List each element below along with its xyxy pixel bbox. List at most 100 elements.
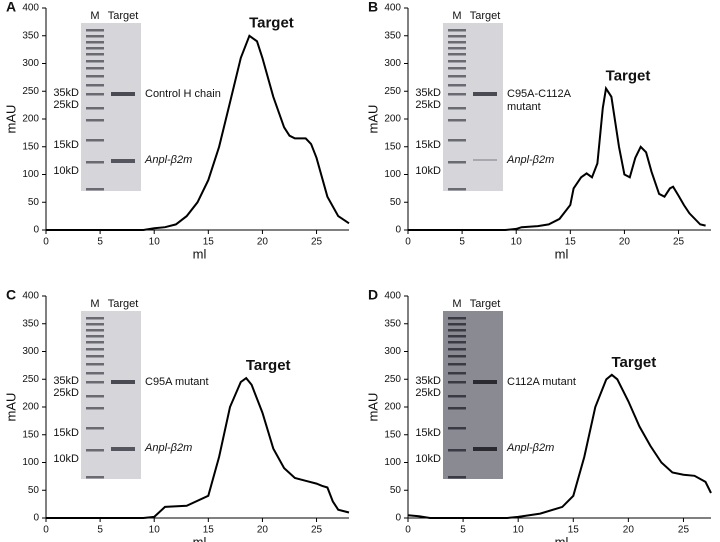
y-tick-label: 200 xyxy=(384,114,401,125)
ladder-band xyxy=(448,372,466,375)
marker-label: 35kD xyxy=(415,87,441,99)
y-tick-label: 250 xyxy=(384,374,401,385)
x-tick-label: 0 xyxy=(405,525,411,536)
peak-annotation: Target xyxy=(246,357,291,374)
panel-label: B xyxy=(368,0,378,15)
y-tick-label: 200 xyxy=(22,114,39,125)
ladder-band xyxy=(448,67,466,70)
ladder-band xyxy=(448,29,466,32)
y-tick-label: 200 xyxy=(22,402,39,413)
ladder-band xyxy=(86,355,104,358)
ladder-band xyxy=(448,381,466,384)
lane-label: Target xyxy=(108,10,139,22)
ladder-band xyxy=(448,348,466,351)
marker-label: 25kD xyxy=(53,387,79,399)
ladder-band xyxy=(86,60,104,63)
y-tick-label: 0 xyxy=(33,513,39,524)
ladder-band xyxy=(86,449,104,452)
marker-label: 10kD xyxy=(415,453,441,465)
y-tick-label: 400 xyxy=(384,291,401,302)
y-tick-label: 100 xyxy=(22,169,39,180)
marker-label: 15kD xyxy=(415,427,441,439)
chromatogram-line xyxy=(408,85,706,231)
x-tick-label: 25 xyxy=(311,525,323,536)
ladder-band xyxy=(86,35,104,38)
y-axis-label: mAU xyxy=(365,105,380,134)
x-tick-label: 25 xyxy=(678,525,690,536)
ladder-band xyxy=(448,476,466,479)
ladder-band xyxy=(86,341,104,344)
chromatogram-line xyxy=(46,34,350,231)
x-tick-label: 15 xyxy=(565,237,577,248)
x-axis-label: ml xyxy=(193,534,207,542)
peak-annotation: Target xyxy=(249,15,294,32)
band-label: Anpl-β2m xyxy=(506,442,554,454)
band-label: Control H chain xyxy=(145,88,221,100)
x-tick-label: 20 xyxy=(623,525,635,536)
ladder-band xyxy=(448,75,466,78)
target-band xyxy=(473,92,497,96)
marker-label: 10kD xyxy=(415,165,441,177)
panel-label: D xyxy=(368,287,378,303)
y-tick-label: 400 xyxy=(384,3,401,14)
y-tick-label: 50 xyxy=(28,197,40,208)
ladder-band xyxy=(86,119,104,122)
ladder-band xyxy=(86,47,104,50)
marker-label: 25kD xyxy=(415,387,441,399)
band-label: C95A-C112A mutant xyxy=(507,88,572,113)
ladder-band xyxy=(86,407,104,410)
lane-label: Target xyxy=(470,10,501,22)
marker-label: 35kD xyxy=(415,375,441,387)
ladder-band xyxy=(448,449,466,452)
x-tick-label: 10 xyxy=(513,525,525,536)
ladder-band xyxy=(448,119,466,122)
lane-label: M xyxy=(452,298,461,310)
y-tick-label: 300 xyxy=(22,58,39,69)
marker-label: 25kD xyxy=(415,99,441,111)
x-tick-label: 25 xyxy=(673,237,685,248)
x-axis-label: ml xyxy=(193,246,207,261)
marker-label: 35kD xyxy=(53,87,79,99)
x-tick-label: 5 xyxy=(97,237,103,248)
panel-label: C xyxy=(6,287,16,303)
band-label: C112A mutant xyxy=(507,376,576,388)
ladder-band xyxy=(86,427,104,430)
x-tick-label: 20 xyxy=(257,525,269,536)
target-band xyxy=(473,380,497,384)
y-tick-label: 350 xyxy=(22,30,39,41)
ladder-band xyxy=(86,75,104,78)
x-tick-label: 10 xyxy=(511,237,523,248)
ladder-band xyxy=(86,67,104,70)
y-tick-label: 300 xyxy=(384,58,401,69)
panel-label: A xyxy=(6,0,16,15)
ladder-band xyxy=(448,53,466,56)
band-label: Anpl-β2m xyxy=(144,442,192,454)
target-band xyxy=(111,447,135,451)
y-tick-label: 350 xyxy=(384,30,401,41)
x-tick-label: 0 xyxy=(43,525,49,536)
ladder-band xyxy=(448,35,466,38)
lane-label: Target xyxy=(470,298,501,310)
target-band xyxy=(111,380,135,384)
peak-annotation: Target xyxy=(611,354,656,371)
y-tick-label: 100 xyxy=(384,457,401,468)
marker-label: 25kD xyxy=(53,99,79,111)
band-label: Anpl-β2m xyxy=(506,154,554,166)
marker-label: 35kD xyxy=(53,375,79,387)
ladder-band xyxy=(86,323,104,326)
y-tick-label: 150 xyxy=(22,429,39,440)
y-axis-label: mAU xyxy=(3,393,18,422)
marker-label: 10kD xyxy=(53,453,79,465)
lane-label: M xyxy=(90,298,99,310)
ladder-band xyxy=(86,188,104,191)
ladder-band xyxy=(86,329,104,332)
ladder-band xyxy=(86,93,104,96)
y-tick-label: 0 xyxy=(33,225,39,236)
ladder-band xyxy=(448,60,466,63)
x-tick-label: 25 xyxy=(311,237,323,248)
ladder-band xyxy=(448,317,466,320)
target-band xyxy=(473,159,497,161)
ladder-band xyxy=(448,161,466,164)
